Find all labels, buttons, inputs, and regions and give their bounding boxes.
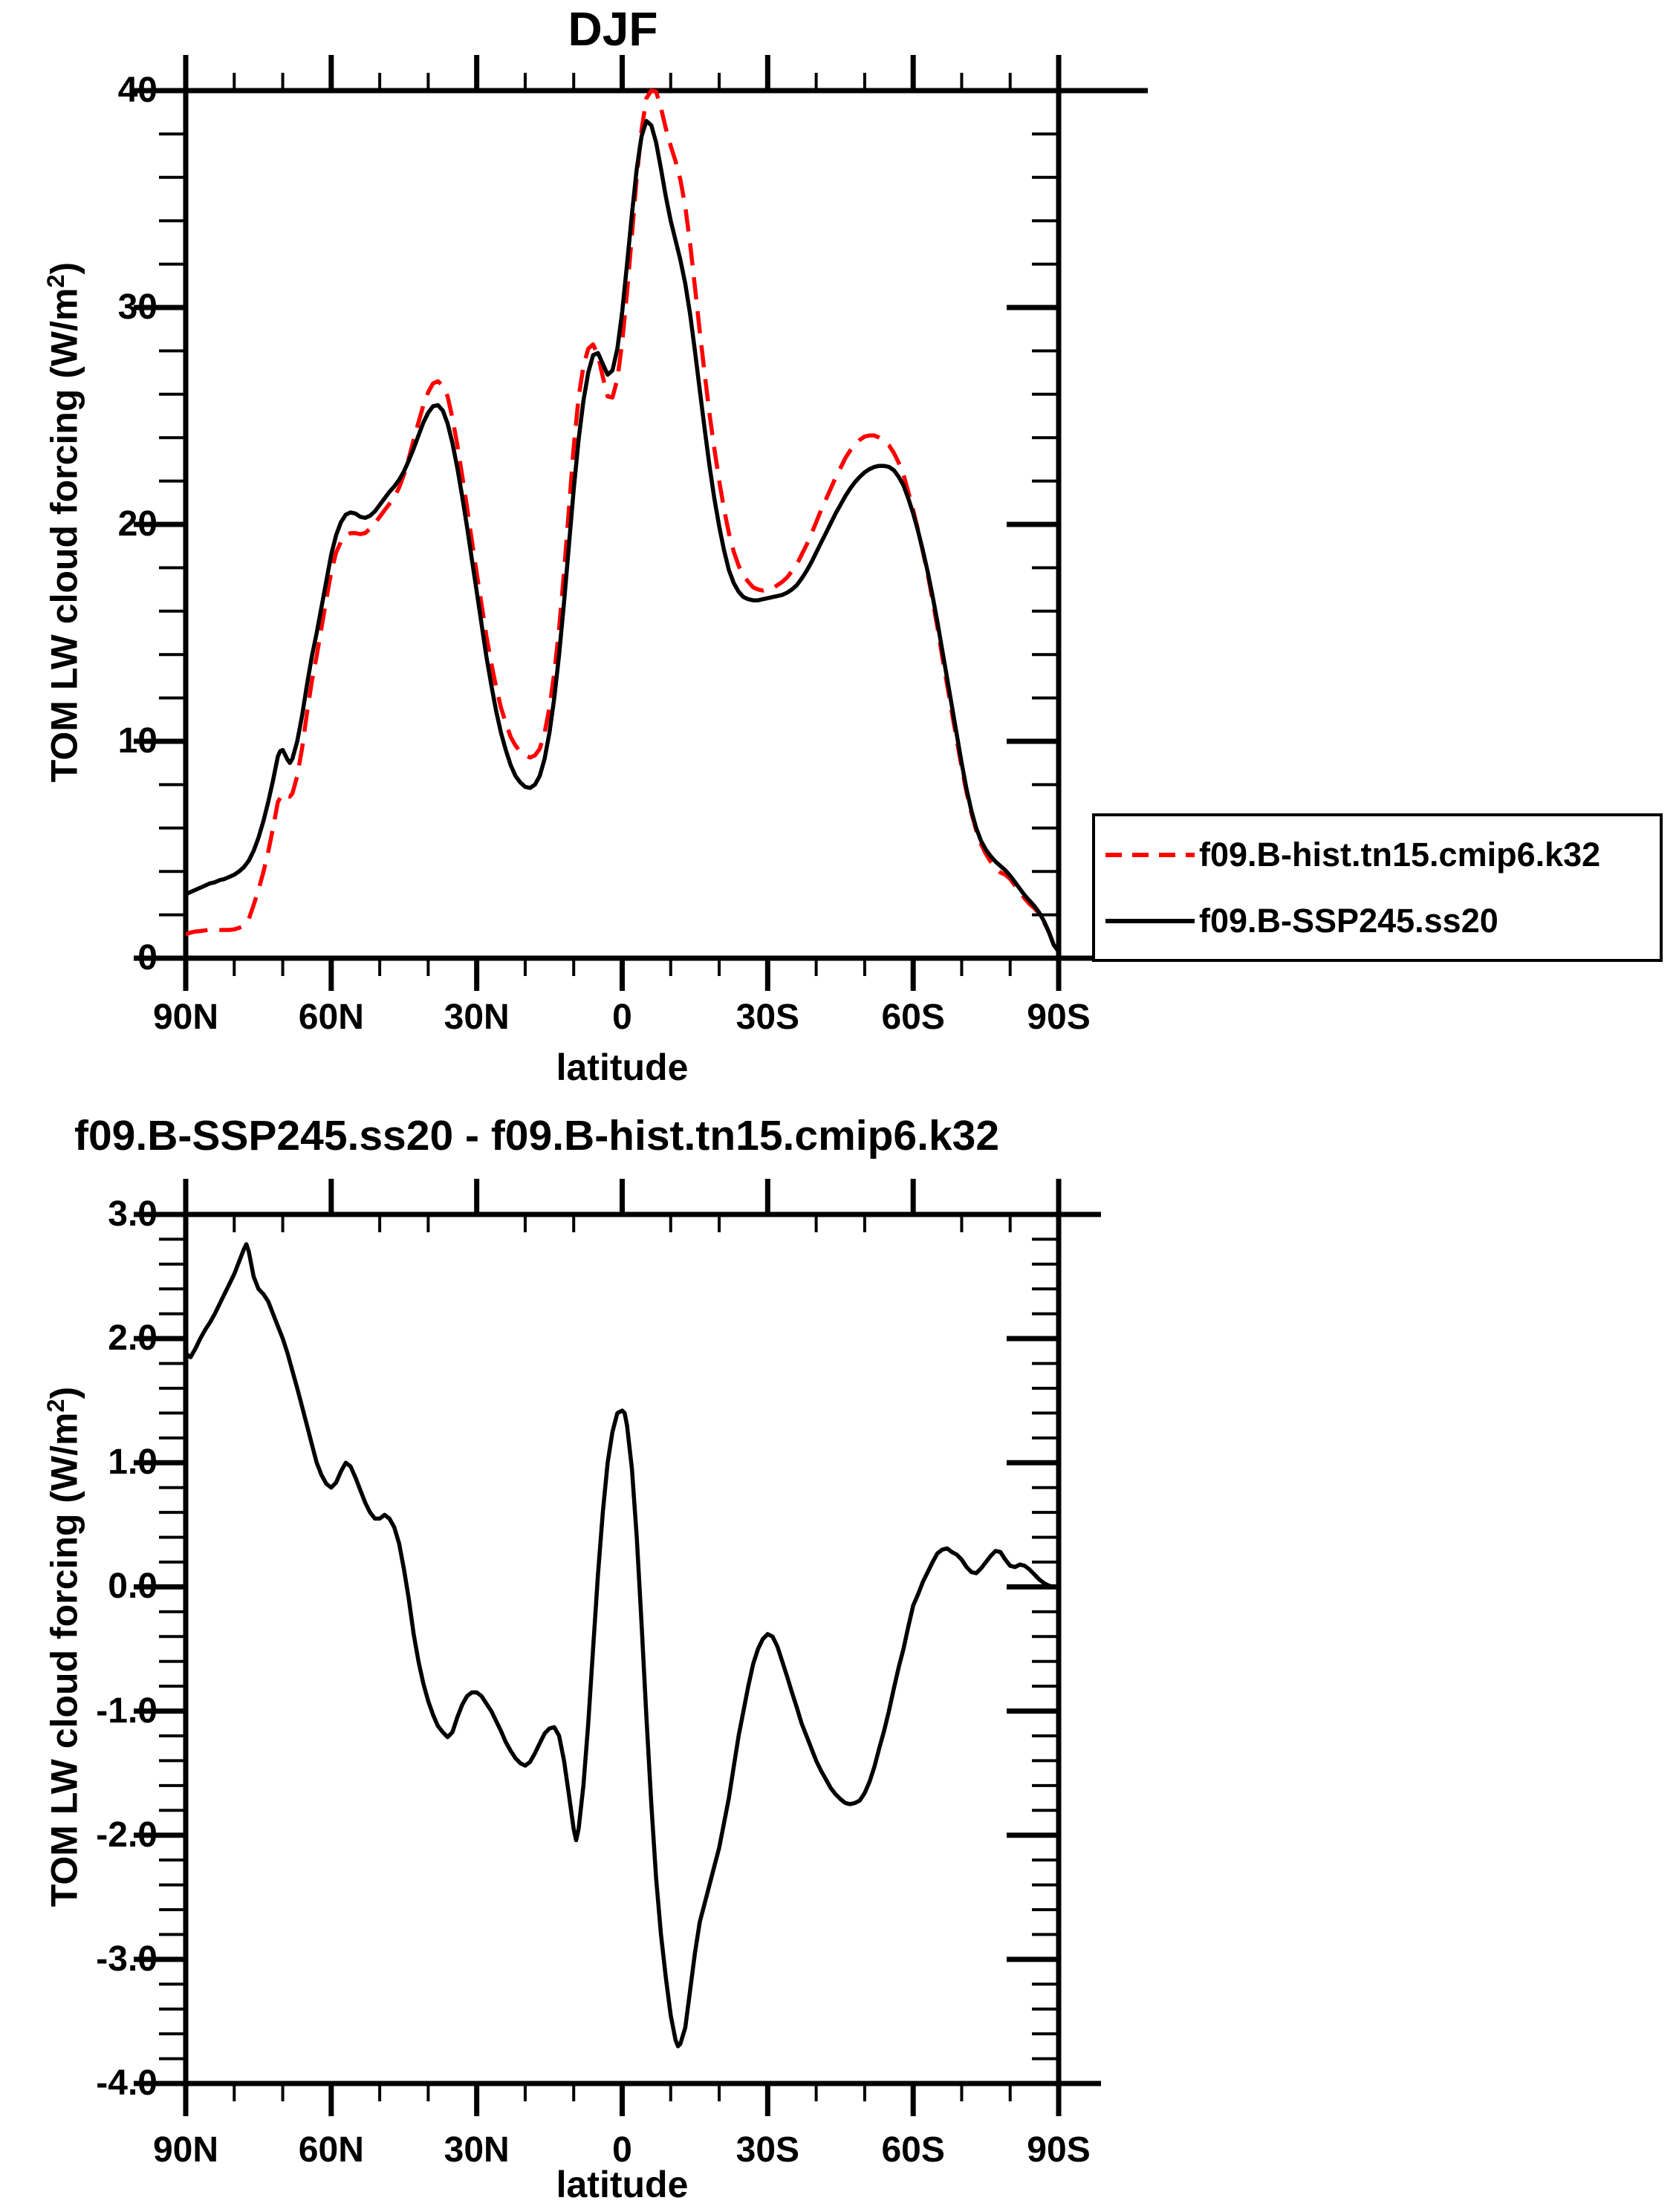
bottom-chart-x-tick-label: 60S — [881, 2130, 945, 2170]
top-chart-y-tick-label: 0 — [137, 938, 157, 977]
top-chart-title: DJF — [568, 2, 658, 56]
bottom-chart-x-tick-label: 0 — [612, 2130, 632, 2170]
bottom-chart-y-tick-label: -1.0 — [96, 1691, 157, 1731]
legend-dashed-line-icon — [1105, 853, 1195, 857]
top-chart-y-tick-label: 20 — [117, 504, 157, 544]
legend-entry-ssp245: f09.B-SSP245.ss20 — [1095, 902, 1660, 940]
bottom-chart-x-axis-label: latitude — [556, 2164, 689, 2205]
bottom-chart-y-tick-label: 1.0 — [108, 1442, 157, 1483]
legend-label-hist: f09.B-hist.tn15.cmip6.k32 — [1199, 836, 1601, 874]
legend-label-ssp245: f09.B-SSP245.ss20 — [1199, 902, 1498, 940]
bottom-chart-y-tick-label: -3.0 — [96, 1939, 157, 1979]
top-chart-x-tick-label: 0 — [612, 998, 632, 1037]
bottom-chart-y-tick-label: -2.0 — [96, 1815, 157, 1855]
legend-solid-line-icon — [1105, 919, 1195, 923]
bottom-chart-y-tick-label: 0.0 — [108, 1567, 157, 1607]
top-chart-x-tick-label: 90N — [152, 998, 219, 1037]
bottom-chart-y-tick-label: -4.0 — [96, 2063, 157, 2103]
legend-entry-hist: f09.B-hist.tn15.cmip6.k32 — [1095, 836, 1660, 874]
top-chart-y-tick-label: 30 — [117, 287, 157, 327]
top-chart-y-axis-label-sup: 2 — [42, 274, 69, 288]
bottom-chart-y-tick-label: 3.0 — [108, 1194, 157, 1234]
top-chart-y-axis-label-close: ) — [43, 261, 85, 275]
bottom-chart-x-tick-label: 30S — [735, 2130, 800, 2170]
bottom-chart-x-tick-label: 90N — [152, 2130, 219, 2170]
top-chart-y-tick-label: 10 — [117, 721, 157, 761]
bottom-chart-x-tick-label: 90S — [1027, 2130, 1091, 2170]
bottom-chart-y-axis-label-close: ) — [43, 1386, 85, 1399]
bottom-chart-x-tick-label: 30N — [444, 2130, 510, 2170]
bottom-chart-y-axis-label: TOM LW cloud forcing (W/m2) — [42, 1275, 88, 2018]
top-chart-x-tick-label: 30N — [444, 998, 510, 1037]
top-chart-x-tick-label: 60N — [298, 998, 364, 1037]
bottom-chart-x-tick-label: 60N — [298, 2130, 364, 2170]
top-chart-x-tick-label: 30S — [735, 998, 800, 1037]
bottom-chart-y-tick-label: 2.0 — [108, 1318, 157, 1359]
top-chart-x-axis-label: latitude — [556, 1047, 689, 1088]
legend: f09.B-hist.tn15.cmip6.k32 f09.B-SSP245.s… — [1092, 813, 1663, 962]
bottom-chart-title: f09.B-SSP245.ss20 - f09.B-hist.tn15.cmip… — [74, 1112, 1000, 1159]
top-chart-y-tick-label: 40 — [117, 71, 157, 110]
top-chart-x-tick-label: 60S — [881, 998, 945, 1037]
bottom-chart-y-axis-label-sup: 2 — [42, 1399, 69, 1413]
top-chart-x-tick-label: 90S — [1027, 998, 1091, 1037]
